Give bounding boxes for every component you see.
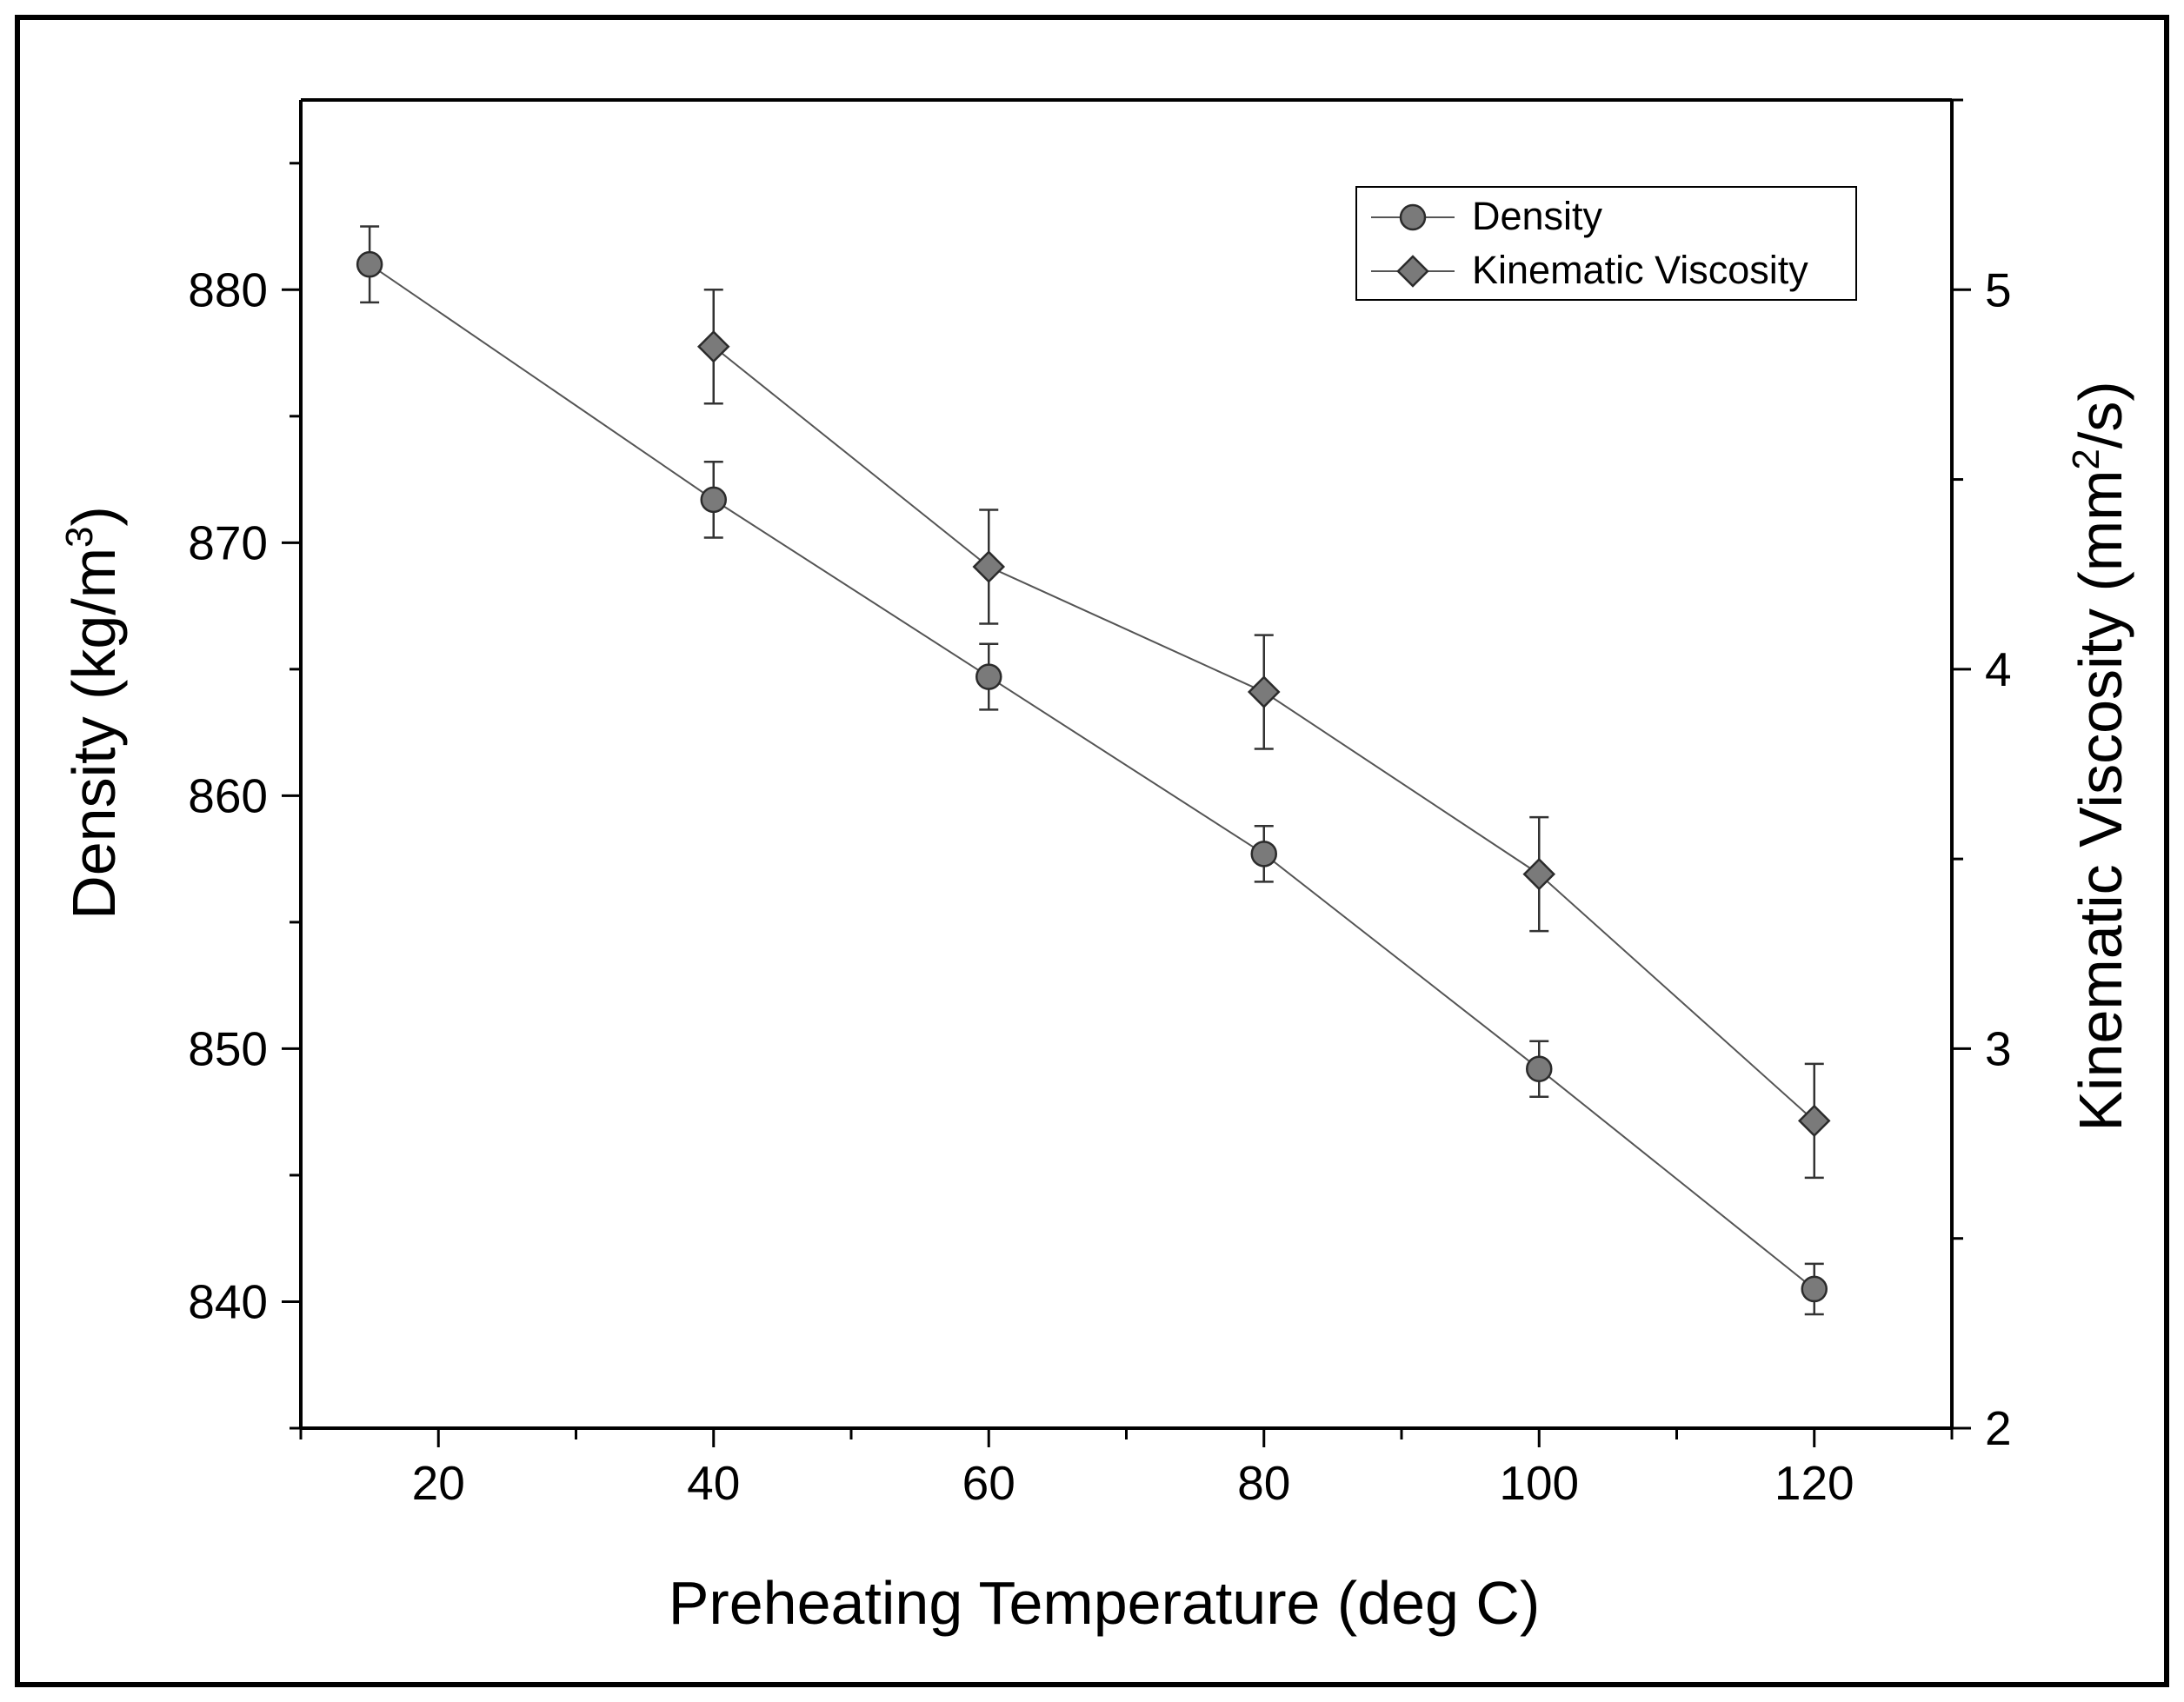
density-point: [1801, 1275, 1828, 1303]
viscosity-point: [1247, 675, 1281, 708]
legend-marker-viscosity: [1396, 255, 1429, 288]
y2-tick-label: 2: [1985, 1401, 2012, 1455]
y2-tick-label: 4: [1985, 642, 2012, 696]
y-tick-label: 880: [188, 263, 268, 316]
density-series-line: [369, 263, 1815, 1290]
y2-tick-label: 3: [1985, 1021, 2012, 1075]
y-tick-label: 870: [188, 515, 268, 569]
x-tick-label: 80: [1237, 1456, 1290, 1510]
y-axis-title-main: Density (kg/m: [60, 548, 128, 920]
x-tick-label: 20: [412, 1456, 465, 1510]
legend-box: [1355, 186, 1857, 301]
series-layer: [356, 225, 1831, 1316]
axes-layer: 20 40 60 80 100 120 840 850 860 870 880 2 3 4 5: [188, 98, 2012, 1510]
x-tick-label: 60: [962, 1456, 1015, 1510]
y-tick-label: 860: [188, 768, 268, 822]
y-axis-title-tail: ): [60, 506, 128, 526]
y2-axis-title-sup: 2: [2065, 449, 2107, 469]
legend-marker-density: [1399, 203, 1427, 231]
y2-axis-title-main: Kinematic Viscosity (mm: [2067, 470, 2134, 1132]
y2-tick-label: 5: [1985, 263, 2012, 316]
viscosity-point: [1797, 1104, 1831, 1138]
viscosity-point: [972, 550, 1006, 583]
y-axis-title: Density (kg/m3): [58, 506, 128, 920]
density-point: [1250, 841, 1277, 868]
legend-layer: [1371, 203, 1455, 288]
y2-axis-title-tail: /s): [2067, 381, 2134, 449]
x-tick-label: 100: [1499, 1456, 1579, 1510]
y-axis-title-sup: 3: [58, 526, 101, 547]
legend-label-viscosity: Kinematic Viscosity: [1472, 248, 1808, 292]
legend-label-density: Density: [1472, 194, 1603, 238]
density-point: [700, 486, 727, 514]
density-point: [356, 250, 383, 278]
y-tick-label: 840: [188, 1274, 268, 1328]
density-point: [975, 663, 1002, 690]
y2-axis-title: Kinematic Viscosity (mm2/s): [2065, 381, 2134, 1131]
viscosity-point: [1522, 857, 1556, 891]
x-axis-title: Preheating Temperature (deg C): [669, 1569, 1541, 1637]
density-point: [1526, 1055, 1553, 1082]
y-tick-label: 850: [188, 1021, 268, 1075]
x-tick-label: 120: [1774, 1456, 1854, 1510]
viscosity-point: [696, 330, 730, 363]
x-tick-label: 40: [687, 1456, 740, 1510]
